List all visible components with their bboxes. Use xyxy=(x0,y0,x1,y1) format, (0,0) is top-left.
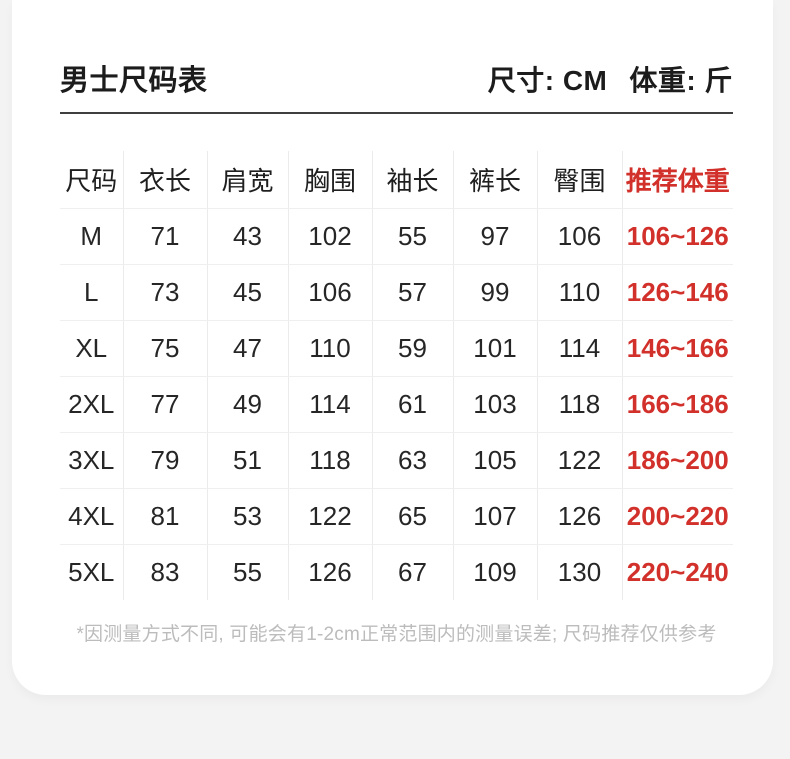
table-row: 2XL 77 49 114 61 103 118 166~186 xyxy=(60,376,733,433)
measurement-cell: 71 xyxy=(123,208,208,265)
measurement-cell: 122 xyxy=(537,432,623,489)
measurement-cell: 81 xyxy=(123,488,208,545)
size-cell: 2XL xyxy=(60,376,124,433)
size-cell: 5XL xyxy=(60,544,124,600)
measurement-cell: 118 xyxy=(537,376,623,433)
measurement-cell: 63 xyxy=(372,432,454,489)
column-header-recommended-weight: 推荐体重 xyxy=(622,151,733,209)
measurement-cell: 83 xyxy=(123,544,208,600)
measurement-cell: 103 xyxy=(453,376,538,433)
measurement-cell: 114 xyxy=(288,376,373,433)
measurement-cell: 106 xyxy=(537,208,623,265)
column-header-3: 胸围 xyxy=(288,151,373,209)
measurement-cell: 110 xyxy=(537,264,623,321)
measurement-cell: 110 xyxy=(288,320,373,377)
column-header-0: 尺码 xyxy=(60,151,124,209)
measurement-cell: 75 xyxy=(123,320,208,377)
measurement-cell: 130 xyxy=(537,544,623,600)
measurement-cell: 105 xyxy=(453,432,538,489)
size-cell: 3XL xyxy=(60,432,124,489)
measurement-cell: 49 xyxy=(207,376,289,433)
header-divider xyxy=(60,112,733,114)
table-row: 5XL 83 55 126 67 109 130 220~240 xyxy=(60,544,733,600)
measurement-cell: 102 xyxy=(288,208,373,265)
column-header-4: 袖长 xyxy=(372,151,454,209)
measurement-cell: 109 xyxy=(453,544,538,600)
measurement-cell: 57 xyxy=(372,264,454,321)
measurement-cell: 65 xyxy=(372,488,454,545)
card-header: 男士尺码表 尺寸: CM 体重: 斤 xyxy=(60,0,733,99)
size-unit-label: 尺寸: CM xyxy=(487,65,608,96)
measurement-cell: 61 xyxy=(372,376,454,433)
measurement-cell: 73 xyxy=(123,264,208,321)
measurement-cell: 77 xyxy=(123,376,208,433)
measurement-cell: 122 xyxy=(288,488,373,545)
footnote: *因测量方式不同, 可能会有1-2cm正常范围内的测量误差; 尺码推荐仅供参考 xyxy=(76,624,717,645)
size-cell: M xyxy=(60,208,124,265)
table-row: 3XL 79 51 118 63 105 122 186~200 xyxy=(60,432,733,489)
measurement-cell: 126 xyxy=(288,544,373,600)
measurement-cell: 43 xyxy=(207,208,289,265)
measurement-cell: 97 xyxy=(453,208,538,265)
measurement-cell: 99 xyxy=(453,264,538,321)
weight-range-cell: 220~240 xyxy=(626,556,729,587)
size-cell: 4XL xyxy=(60,488,124,545)
measurement-cell: 59 xyxy=(372,320,454,377)
column-header-1: 衣长 xyxy=(123,151,208,209)
weight-unit-label: 体重: 斤 xyxy=(629,65,733,96)
weight-range-cell: 200~220 xyxy=(622,488,733,545)
measurement-cell: 51 xyxy=(207,432,289,489)
size-table: 尺码 衣长 肩宽 胸围 袖长 裤长 臀围 推荐体重 M 71 43 102 55 97 106 106~12… xyxy=(60,151,733,600)
measurement-cell: 45 xyxy=(207,264,289,321)
table-row: M 71 43 102 55 97 106 106~126 xyxy=(60,208,733,265)
measurement-cell: 118 xyxy=(288,432,373,489)
measurement-cell: 79 xyxy=(123,432,208,489)
size-cell: L xyxy=(60,264,124,321)
table-row: XL 75 47 110 59 101 114 146~166 xyxy=(60,320,733,377)
measurement-cell: 114 xyxy=(537,320,623,377)
units-labels: 尺寸: CM 体重: 斤 xyxy=(488,59,733,99)
weight-range-cell: 186~200 xyxy=(622,432,733,489)
measurement-cell: 107 xyxy=(453,488,538,545)
size-table-body: M 71 43 102 55 97 106 106~126 L 73 45 106 57 99 110 126… xyxy=(60,208,733,600)
weight-range-cell: 166~186 xyxy=(622,376,733,433)
measurement-cell: 55 xyxy=(372,208,454,265)
measurement-cell: 101 xyxy=(453,320,538,377)
measurement-cell: 55 xyxy=(207,544,289,600)
weight-range-cell: 106~126 xyxy=(622,208,733,265)
table-row: 4XL 81 53 122 65 107 126 200~220 xyxy=(60,488,733,545)
column-header-6: 臀围 xyxy=(537,151,623,209)
measurement-cell: 126 xyxy=(537,488,623,545)
table-header-row: 尺码 衣长 肩宽 胸围 袖长 裤长 臀围 推荐体重 xyxy=(60,151,733,209)
weight-range-cell: 146~166 xyxy=(622,320,733,377)
size-cell: XL xyxy=(60,320,124,377)
column-header-5: 裤长 xyxy=(453,151,538,209)
table-row: L 73 45 106 57 99 110 126~146 xyxy=(60,264,733,321)
page-title: 男士尺码表 xyxy=(60,65,208,97)
measurement-cell: 47 xyxy=(207,320,289,377)
column-header-2: 肩宽 xyxy=(207,151,289,209)
measurement-cell: 106 xyxy=(288,264,373,321)
measurement-cell: 53 xyxy=(207,488,289,545)
weight-range-cell: 126~146 xyxy=(622,264,733,321)
measurement-cell: 67 xyxy=(372,544,454,600)
